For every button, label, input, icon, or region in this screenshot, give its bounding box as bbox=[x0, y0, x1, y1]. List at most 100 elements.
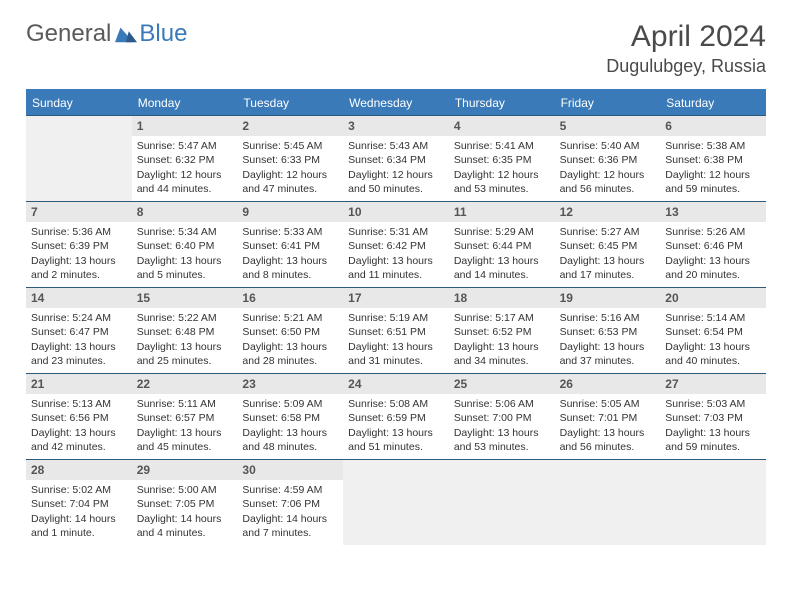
sunset-line: Sunset: 7:04 PM bbox=[31, 497, 127, 511]
day-details: Sunrise: 5:29 AMSunset: 6:44 PMDaylight:… bbox=[449, 222, 555, 286]
day-number: 6 bbox=[660, 116, 766, 136]
logo-word2: Blue bbox=[139, 20, 187, 48]
daylight-line: Daylight: 13 hours and 37 minutes. bbox=[560, 340, 656, 368]
day-details: Sunrise: 5:08 AMSunset: 6:59 PMDaylight:… bbox=[343, 394, 449, 458]
sunset-line: Sunset: 6:35 PM bbox=[454, 153, 550, 167]
day-number: 22 bbox=[132, 374, 238, 394]
day-number: 24 bbox=[343, 374, 449, 394]
logo: General Blue bbox=[26, 20, 187, 48]
day-details: Sunrise: 5:17 AMSunset: 6:52 PMDaylight:… bbox=[449, 308, 555, 372]
sunrise-line: Sunrise: 5:17 AM bbox=[454, 311, 550, 325]
daylight-line: Daylight: 13 hours and 25 minutes. bbox=[137, 340, 233, 368]
day-cell: 23Sunrise: 5:09 AMSunset: 6:58 PMDayligh… bbox=[237, 373, 343, 459]
weekday-header: Wednesday bbox=[343, 91, 449, 115]
day-number: 29 bbox=[132, 460, 238, 480]
sunset-line: Sunset: 6:51 PM bbox=[348, 325, 444, 339]
weekday-header: Thursday bbox=[449, 91, 555, 115]
sunset-line: Sunset: 7:03 PM bbox=[665, 411, 761, 425]
day-cell: 27Sunrise: 5:03 AMSunset: 7:03 PMDayligh… bbox=[660, 373, 766, 459]
daylight-line: Daylight: 13 hours and 48 minutes. bbox=[242, 426, 338, 454]
day-cell: 28Sunrise: 5:02 AMSunset: 7:04 PMDayligh… bbox=[26, 459, 132, 545]
sunrise-line: Sunrise: 5:19 AM bbox=[348, 311, 444, 325]
day-cell: 7Sunrise: 5:36 AMSunset: 6:39 PMDaylight… bbox=[26, 201, 132, 287]
logo-word1: General bbox=[26, 20, 111, 48]
daylight-line: Daylight: 14 hours and 1 minute. bbox=[31, 512, 127, 540]
daylight-line: Daylight: 13 hours and 5 minutes. bbox=[137, 254, 233, 282]
day-number: 19 bbox=[555, 288, 661, 308]
sunrise-line: Sunrise: 5:21 AM bbox=[242, 311, 338, 325]
daylight-line: Daylight: 13 hours and 53 minutes. bbox=[454, 426, 550, 454]
day-cell: 8Sunrise: 5:34 AMSunset: 6:40 PMDaylight… bbox=[132, 201, 238, 287]
day-cell: 16Sunrise: 5:21 AMSunset: 6:50 PMDayligh… bbox=[237, 287, 343, 373]
sunrise-line: Sunrise: 5:06 AM bbox=[454, 397, 550, 411]
daylight-line: Daylight: 12 hours and 50 minutes. bbox=[348, 168, 444, 196]
day-details: Sunrise: 5:34 AMSunset: 6:40 PMDaylight:… bbox=[132, 222, 238, 286]
empty-cell bbox=[343, 459, 449, 545]
daylight-line: Daylight: 12 hours and 47 minutes. bbox=[242, 168, 338, 196]
empty-cell bbox=[449, 459, 555, 545]
day-number: 18 bbox=[449, 288, 555, 308]
daylight-line: Daylight: 14 hours and 4 minutes. bbox=[137, 512, 233, 540]
day-details: Sunrise: 5:24 AMSunset: 6:47 PMDaylight:… bbox=[26, 308, 132, 372]
day-cell: 29Sunrise: 5:00 AMSunset: 7:05 PMDayligh… bbox=[132, 459, 238, 545]
sunrise-line: Sunrise: 5:40 AM bbox=[560, 139, 656, 153]
daylight-line: Daylight: 13 hours and 23 minutes. bbox=[31, 340, 127, 368]
sunrise-line: Sunrise: 5:05 AM bbox=[560, 397, 656, 411]
day-cell: 4Sunrise: 5:41 AMSunset: 6:35 PMDaylight… bbox=[449, 115, 555, 201]
daylight-line: Daylight: 12 hours and 56 minutes. bbox=[560, 168, 656, 196]
day-number: 2 bbox=[237, 116, 343, 136]
daylight-line: Daylight: 13 hours and 11 minutes. bbox=[348, 254, 444, 282]
sunrise-line: Sunrise: 5:24 AM bbox=[31, 311, 127, 325]
daylight-line: Daylight: 13 hours and 17 minutes. bbox=[560, 254, 656, 282]
header: General Blue April 2024 Dugulubgey, Russ… bbox=[26, 20, 766, 77]
sunrise-line: Sunrise: 5:36 AM bbox=[31, 225, 127, 239]
day-details: Sunrise: 5:02 AMSunset: 7:04 PMDaylight:… bbox=[26, 480, 132, 544]
day-number: 26 bbox=[555, 374, 661, 394]
day-cell: 6Sunrise: 5:38 AMSunset: 6:38 PMDaylight… bbox=[660, 115, 766, 201]
sunrise-line: Sunrise: 5:13 AM bbox=[31, 397, 127, 411]
sunset-line: Sunset: 6:46 PM bbox=[665, 239, 761, 253]
day-details: Sunrise: 5:31 AMSunset: 6:42 PMDaylight:… bbox=[343, 222, 449, 286]
sunrise-line: Sunrise: 5:38 AM bbox=[665, 139, 761, 153]
day-details: Sunrise: 5:33 AMSunset: 6:41 PMDaylight:… bbox=[237, 222, 343, 286]
sunrise-line: Sunrise: 5:31 AM bbox=[348, 225, 444, 239]
day-number: 16 bbox=[237, 288, 343, 308]
weekday-header: Saturday bbox=[660, 91, 766, 115]
sunrise-line: Sunrise: 5:09 AM bbox=[242, 397, 338, 411]
daylight-line: Daylight: 13 hours and 14 minutes. bbox=[454, 254, 550, 282]
logo-triangle-icon bbox=[115, 25, 137, 43]
day-details: Sunrise: 5:11 AMSunset: 6:57 PMDaylight:… bbox=[132, 394, 238, 458]
day-number: 7 bbox=[26, 202, 132, 222]
day-details: Sunrise: 5:00 AMSunset: 7:05 PMDaylight:… bbox=[132, 480, 238, 544]
daylight-line: Daylight: 13 hours and 45 minutes. bbox=[137, 426, 233, 454]
sunset-line: Sunset: 6:53 PM bbox=[560, 325, 656, 339]
day-details: Sunrise: 5:38 AMSunset: 6:38 PMDaylight:… bbox=[660, 136, 766, 200]
sunset-line: Sunset: 7:06 PM bbox=[242, 497, 338, 511]
day-number: 14 bbox=[26, 288, 132, 308]
daylight-line: Daylight: 13 hours and 8 minutes. bbox=[242, 254, 338, 282]
sunset-line: Sunset: 6:38 PM bbox=[665, 153, 761, 167]
sunset-line: Sunset: 6:48 PM bbox=[137, 325, 233, 339]
daylight-line: Daylight: 12 hours and 44 minutes. bbox=[137, 168, 233, 196]
day-cell: 24Sunrise: 5:08 AMSunset: 6:59 PMDayligh… bbox=[343, 373, 449, 459]
day-number: 3 bbox=[343, 116, 449, 136]
empty-cell bbox=[555, 459, 661, 545]
day-number: 1 bbox=[132, 116, 238, 136]
daylight-line: Daylight: 13 hours and 42 minutes. bbox=[31, 426, 127, 454]
sunset-line: Sunset: 7:00 PM bbox=[454, 411, 550, 425]
sunrise-line: Sunrise: 5:22 AM bbox=[137, 311, 233, 325]
sunset-line: Sunset: 6:44 PM bbox=[454, 239, 550, 253]
day-number: 17 bbox=[343, 288, 449, 308]
sunrise-line: Sunrise: 5:29 AM bbox=[454, 225, 550, 239]
day-cell: 9Sunrise: 5:33 AMSunset: 6:41 PMDaylight… bbox=[237, 201, 343, 287]
sunrise-line: Sunrise: 5:14 AM bbox=[665, 311, 761, 325]
weekday-header: Friday bbox=[555, 91, 661, 115]
sunrise-line: Sunrise: 5:41 AM bbox=[454, 139, 550, 153]
day-number: 27 bbox=[660, 374, 766, 394]
weekday-header: Tuesday bbox=[237, 91, 343, 115]
day-number: 10 bbox=[343, 202, 449, 222]
sunset-line: Sunset: 7:05 PM bbox=[137, 497, 233, 511]
sunset-line: Sunset: 6:59 PM bbox=[348, 411, 444, 425]
day-details: Sunrise: 5:16 AMSunset: 6:53 PMDaylight:… bbox=[555, 308, 661, 372]
sunrise-line: Sunrise: 5:45 AM bbox=[242, 139, 338, 153]
